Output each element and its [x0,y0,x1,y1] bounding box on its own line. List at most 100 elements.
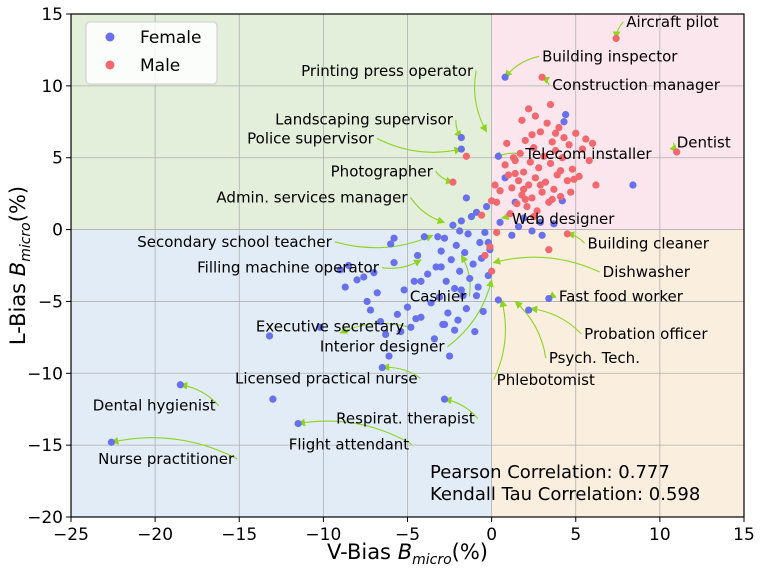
data-point-male [592,181,600,189]
data-point-male [565,141,573,149]
annotation-arrow [447,279,494,348]
annotation-label: Photographer [331,162,434,180]
quadrant-top-right [491,14,744,230]
data-point-female [560,118,568,126]
y-tick-label: −15 [27,436,63,456]
y-axis-title-suffix: (%) [6,186,30,222]
x-tick-label: 10 [649,525,671,545]
data-point-male [488,197,496,205]
x-axis-title-subscript: micro [412,552,452,568]
data-point-male [536,181,545,189]
data-point-male [570,175,578,183]
data-point-male [560,133,568,142]
y-tick-label: 10 [41,77,63,97]
data-point-male [538,188,546,196]
data-point-male [528,131,536,139]
data-point-female [451,284,459,293]
data-point-female [444,309,452,317]
annotation-label: Respirat. therapist [336,410,475,428]
data-point-female [466,274,474,283]
annotation-label: Cashier [410,287,467,305]
data-point-female [410,277,418,285]
x-axis-title-suffix: (%) [452,540,488,564]
annotation-arrow [110,437,238,460]
data-point-male [486,243,494,251]
data-point-female [382,330,390,339]
data-point-male [531,174,539,182]
data-point-female [107,438,115,446]
y-tick-label: 0 [52,221,63,241]
data-point-female [417,277,425,285]
data-points [107,34,681,446]
data-point-female [481,228,489,237]
data-point-female [452,241,460,249]
data-point-male [501,161,509,169]
annotation-label: Dishwasher [603,263,691,281]
x-tick-label: −10 [305,525,341,545]
x-tick-label: −5 [395,525,420,545]
data-point-male [548,195,556,203]
data-point-female [472,292,481,300]
data-point-female [494,152,502,160]
data-point-female [528,227,536,235]
data-point-female [501,73,509,81]
data-point-male [530,144,538,152]
pearson-correlation: Pearson Correlation: 0.777 [430,462,670,483]
annotation-label: Psych. Tech. [549,349,640,367]
data-point-male [567,188,575,196]
data-point-female [435,293,444,301]
data-point-female [538,231,546,239]
data-point-male [536,128,545,136]
data-point-male [540,152,548,160]
data-point-female [629,181,637,189]
data-point-male [612,34,620,43]
data-point-female [445,352,454,360]
annotation-arrow [493,299,508,381]
annotation-arrow [179,382,220,407]
data-point-female [459,292,467,300]
annotation-label: Dentist [677,134,731,152]
data-point-female [376,317,385,326]
data-point-female [434,233,442,241]
data-point-female [456,267,464,275]
data-point-female [442,277,450,285]
annotation-label: Interior designer [320,338,445,356]
annotation-label: Web designer [512,210,615,228]
data-point-male [481,251,489,260]
data-point-female [413,251,422,260]
data-point-female [378,363,386,372]
annotation-label: Aircraft pilot [626,13,719,31]
data-point-female [437,247,445,255]
data-point-male [546,100,555,109]
annotation-arrow [381,259,422,269]
annotation-label: Nurse practitioner [98,450,235,468]
data-point-male [526,158,534,166]
data-point-female [360,273,368,281]
data-point-male [518,116,526,124]
data-point-male [519,185,528,193]
data-point-male [538,73,546,81]
data-point-female [464,230,472,238]
data-point-male [491,181,499,189]
data-point-female [451,326,459,334]
data-point-male [523,202,531,211]
data-point-female [345,261,353,270]
data-point-female [341,283,349,291]
x-tick-label: 5 [570,525,581,545]
data-point-male [508,184,516,192]
y-axis-title-subscript: micro [18,222,34,262]
data-point-male [543,119,551,127]
data-point-female [432,263,440,271]
data-point-female [456,227,464,235]
annotation-arrow [376,137,463,155]
annotation-label: Executive secretary [256,318,404,336]
annotation-arrow [514,300,547,359]
annotation-label: Secondary school teacher [137,233,332,251]
data-point-female [385,352,393,360]
data-point-male [519,168,528,176]
data-point-female [449,221,457,229]
annotation-label: Landscaping supervisor [275,111,454,129]
annotation-label: Admin. services manager [216,188,408,206]
data-point-female [427,299,435,307]
